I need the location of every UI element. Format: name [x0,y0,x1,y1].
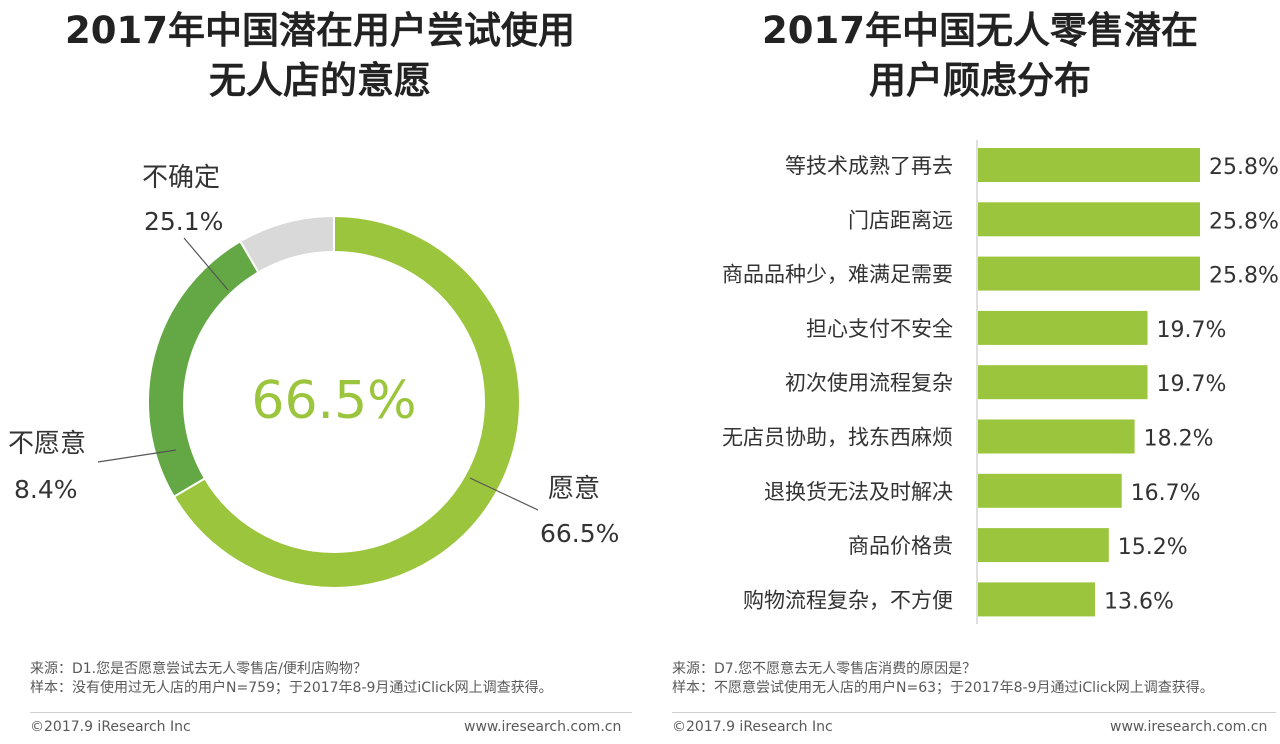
bar-category-label-1: 等技术成熟了再去 [785,154,953,178]
donut-center-label: 66.5% [251,371,416,431]
bar-value-label-5: 19.7% [1157,372,1227,397]
bar-value-label-7: 16.7% [1131,481,1201,506]
left-copyright: ©2017.9 iResearch Inc [30,719,191,735]
bar-7 [978,473,1122,508]
donut-chart: 66.5% 愿意 66.5% 不确定 25.1% 不愿意 8.4% [8,163,619,589]
bar-1 [978,148,1200,182]
bar-category-label-4: 担心支付不安全 [806,317,953,341]
bar-value-label-6: 18.2% [1144,427,1214,452]
bar-value-label-1: 25.8% [1209,155,1279,180]
bar-category-label-2: 门店距离远 [848,208,953,232]
donut-chart-title: 2017年中国潜在用户尝试使用 无人店的意愿 [20,6,620,106]
bar-2 [978,202,1200,237]
bar-chart-title: 2017年中国无人零售潜在 用户顾虑分布 [680,6,1280,106]
donut-slice-uncertain [147,239,260,499]
bar-value-label-3: 25.8% [1209,264,1279,289]
bar-5 [978,365,1148,400]
donut-category-label-uncertain: 不确定 [142,163,220,193]
bar-value-label-2: 25.8% [1209,209,1279,234]
bar-category-label-5: 初次使用流程复杂 [785,371,953,395]
right-website: www.iresearch.com.cn [1110,719,1268,735]
leader-line-willing [469,477,539,511]
bar-value-label-9: 13.6% [1104,589,1174,614]
bar-title-line1: 2017年中国无人零售潜在 [762,9,1198,52]
left-sample-note: 样本：没有使用过无人店的用户N=759；于2017年8-9月通过iClick网上… [30,680,553,696]
left-panel: 2017年中国潜在用户尝试使用 无人店的意愿 66.5% 愿意 66.5% 不确定 25… [8,6,632,735]
donut-title-line1: 2017年中国潜在用户尝试使用 [65,9,575,52]
donut-category-label-willing: 愿意 [548,474,600,504]
bar-4 [978,310,1148,345]
donut-value-label-uncertain: 25.1% [144,207,223,236]
bar-title-line2: 用户顾虑分布 [869,59,1091,102]
right-source-note: 来源：D7.您不愿意去无人零售店消费的原因是？ [672,661,977,677]
donut-slice-willing [172,214,521,589]
bar-chart: 等技术成熟了再去 25.8% 门店距离远 25.8% 商品品种少，难满足需要 25.8% 担… [722,140,1279,624]
leader-line-unwilling [97,449,177,463]
bar-category-label-7: 退换货无法及时解决 [764,480,953,504]
donut-value-label-unwilling: 8.4% [14,475,78,504]
left-source-note: 来源：D1.您是否愿意尝试去无人零售店/便利店购物？ [30,661,367,677]
bar-category-label-9: 购物流程复杂，不方便 [743,588,953,612]
left-footer-divider [30,712,632,713]
left-website: www.iresearch.com.cn [464,719,622,735]
donut-slice-unwilling [238,214,335,274]
bar-category-label-8: 商品价格贵 [848,534,953,558]
bar-category-label-3: 商品品种少，难满足需要 [722,263,953,287]
leader-line-uncertain [183,237,229,291]
bar-8 [978,528,1109,563]
right-panel: 2017年中国无人零售潜在 用户顾虑分布 等技术成熟了再去 25.8% 门店距离远 2… [640,0,1280,744]
right-copyright: ©2017.9 iResearch Inc [672,719,833,735]
bar-category-label-6: 无店员协助，找东西麻烦 [722,426,953,450]
bar-value-label-4: 19.7% [1157,318,1227,343]
bar-9 [978,582,1096,617]
right-footer-divider [672,712,1276,713]
bar-value-label-8: 15.2% [1118,535,1188,560]
bar-6 [978,419,1135,454]
right-sample-note: 样本：不愿意尝试使用无人店的用户N=63；于2017年8-9月通过iClick网… [672,680,1214,696]
donut-category-label-unwilling: 不愿意 [8,429,86,459]
bar-3 [978,256,1200,291]
donut-value-label-willing: 66.5% [540,519,619,548]
donut-title-line2: 无人店的意愿 [209,59,431,102]
